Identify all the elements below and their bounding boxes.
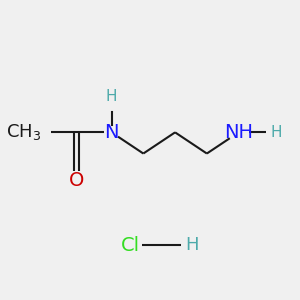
Text: H: H [270,125,282,140]
Text: O: O [69,171,84,190]
Text: H: H [106,89,117,104]
Text: Cl: Cl [121,236,140,255]
Text: H: H [186,236,199,254]
Text: N: N [104,123,119,142]
Text: CH$_3$: CH$_3$ [6,122,41,142]
Text: NH: NH [224,123,253,142]
